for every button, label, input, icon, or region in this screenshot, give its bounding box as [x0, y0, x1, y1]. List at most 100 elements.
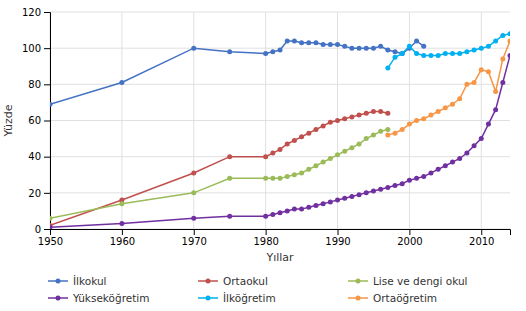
point [393, 49, 398, 54]
point [119, 201, 124, 206]
point [464, 49, 469, 54]
point [292, 207, 297, 212]
point [306, 205, 311, 210]
series-line [50, 111, 388, 225]
point [306, 167, 311, 172]
legend-item: İlkokul [48, 275, 106, 287]
point [321, 201, 326, 206]
point [321, 123, 326, 128]
tick-label: 2010 [469, 236, 494, 247]
point [493, 38, 498, 43]
tick-label: 40 [28, 151, 41, 162]
point [270, 49, 275, 54]
point [421, 174, 426, 179]
point [313, 163, 318, 168]
point [278, 47, 283, 52]
point [472, 143, 477, 148]
tick-label: 0 [35, 224, 41, 235]
tick-mark [44, 229, 50, 230]
point [371, 109, 376, 114]
point [500, 57, 505, 62]
tick: 60 [28, 115, 50, 126]
tick: 2010 [469, 229, 494, 247]
y-axis: 020406080100120 [22, 7, 51, 235]
series-line [50, 130, 388, 219]
point [342, 196, 347, 201]
point [443, 163, 448, 168]
point [443, 51, 448, 56]
point [428, 113, 433, 118]
point [500, 33, 505, 38]
tick-mark [338, 229, 339, 235]
point [407, 44, 412, 49]
point [371, 189, 376, 194]
point [464, 151, 469, 156]
point [472, 80, 477, 85]
point [450, 51, 455, 56]
point [364, 46, 369, 51]
legend-label: Yükseköğretim [72, 292, 149, 304]
point [119, 80, 124, 85]
tick: 40 [28, 151, 50, 162]
point [328, 42, 333, 47]
tick-label: 1950 [38, 236, 63, 247]
point [299, 207, 304, 212]
grid-line-x [121, 12, 122, 229]
point [385, 185, 390, 190]
legend-item: İlköğretim [198, 292, 276, 304]
point [479, 67, 484, 72]
point [393, 131, 398, 136]
point [349, 46, 354, 51]
point [450, 102, 455, 107]
tick: 100 [22, 43, 50, 54]
point [270, 151, 275, 156]
tick-mark [266, 229, 267, 235]
legend-swatch-marker [206, 279, 211, 284]
point [414, 176, 419, 181]
point [227, 49, 232, 54]
tick-label: 20 [28, 188, 41, 199]
tick: 1950 [38, 229, 63, 247]
point [270, 212, 275, 217]
x-axis: 1950196019701980199020002010 [38, 229, 511, 247]
series [50, 127, 390, 221]
point [299, 170, 304, 175]
point [191, 170, 196, 175]
point [50, 102, 53, 107]
point [400, 181, 405, 186]
point [457, 156, 462, 161]
point [285, 208, 290, 213]
legend-swatch-marker [356, 296, 361, 301]
tick-label: 1960 [110, 236, 135, 247]
grid-line-x [481, 12, 482, 229]
axis-line [51, 230, 511, 236]
point [306, 131, 311, 136]
series-line [50, 55, 510, 227]
point [285, 142, 290, 147]
point [292, 172, 297, 177]
point [378, 187, 383, 192]
tick-mark [44, 157, 50, 158]
point [191, 46, 196, 51]
grid-line-x [193, 12, 194, 229]
point [378, 44, 383, 49]
point [299, 134, 304, 139]
axis-line [44, 13, 51, 230]
legend-swatch-marker [56, 296, 61, 301]
series [385, 38, 510, 137]
point [270, 176, 275, 181]
point [486, 122, 491, 127]
series [50, 38, 426, 106]
y-axis-title: Yüzde [2, 104, 15, 137]
point [313, 40, 318, 45]
point [278, 147, 283, 152]
point [393, 183, 398, 188]
tick-label: 100 [22, 43, 41, 54]
tick-mark [194, 229, 195, 235]
point [313, 127, 318, 132]
point [263, 51, 268, 56]
point [313, 203, 318, 208]
point [328, 156, 333, 161]
legend-swatch-marker [206, 296, 211, 301]
point [371, 132, 376, 137]
